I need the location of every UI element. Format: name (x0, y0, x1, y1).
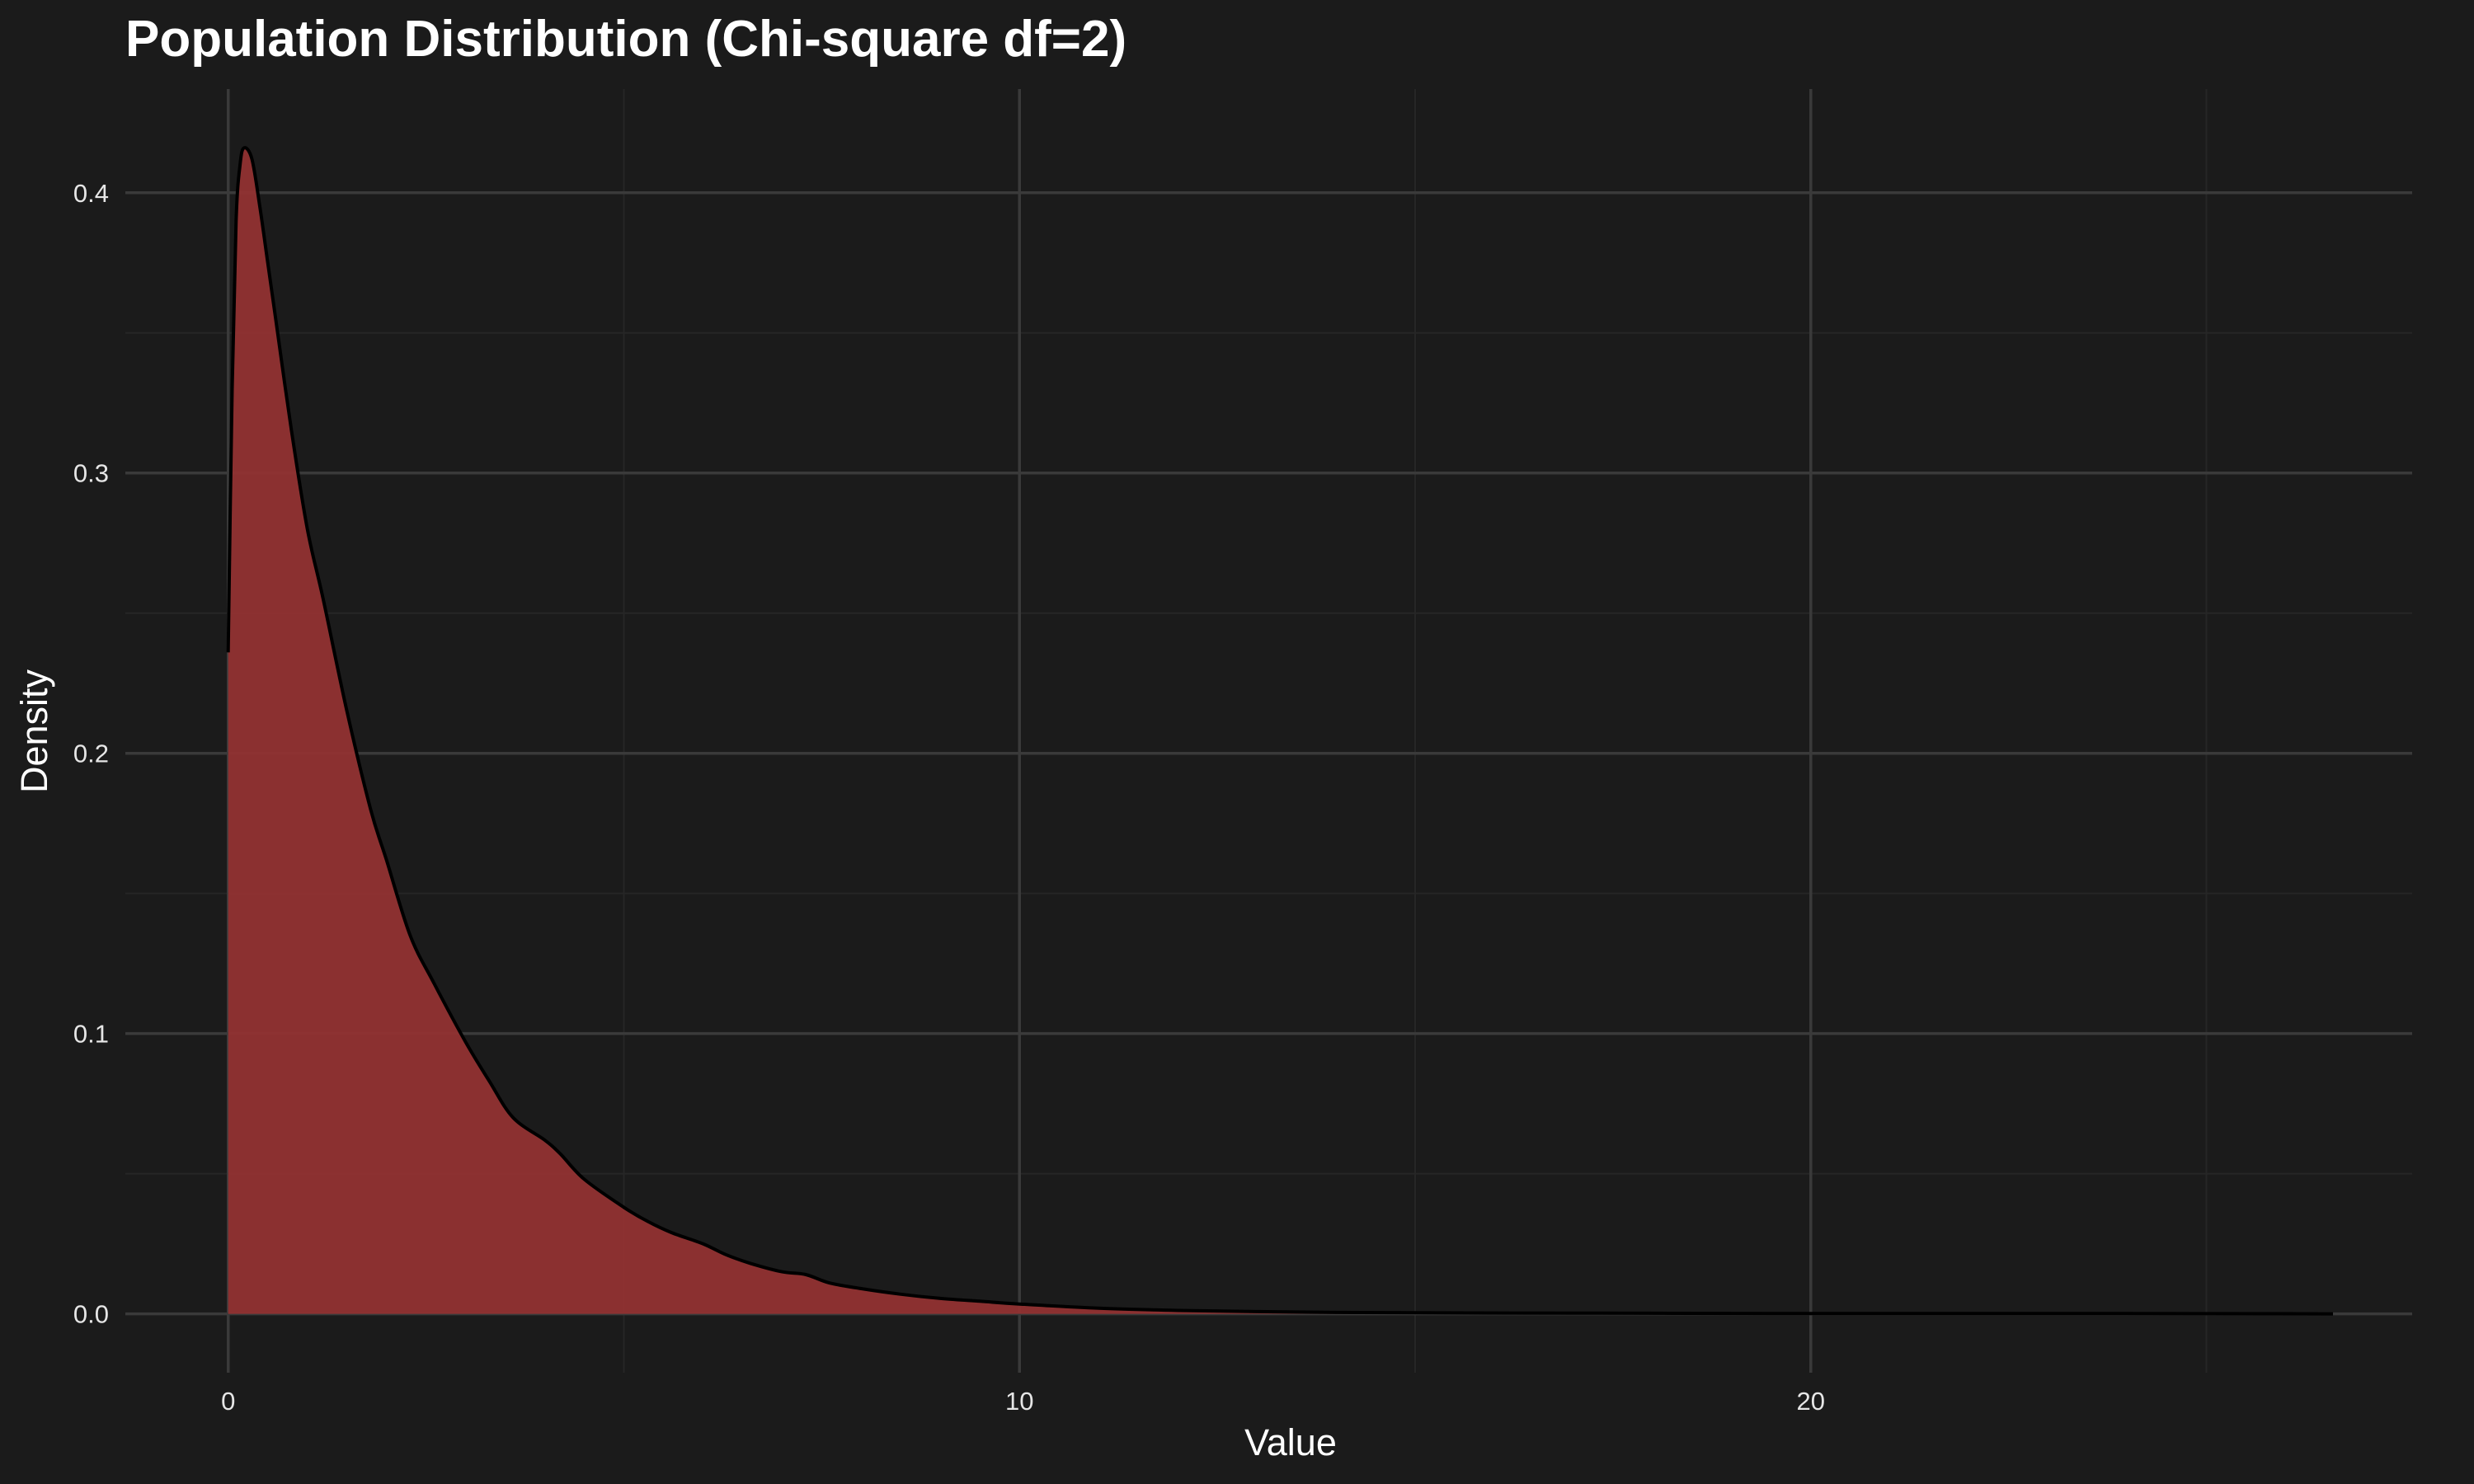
grid (125, 89, 2412, 1373)
y-axis-title: Density (13, 669, 55, 793)
x-axis-title: Value (1244, 1421, 1337, 1463)
y-tick-label: 0.2 (73, 740, 109, 768)
y-tick-label: 0.3 (73, 459, 109, 488)
x-axis-ticks: 0 10 20 (221, 1387, 1825, 1416)
x-tick-label: 0 (221, 1387, 235, 1416)
chart-title: Population Distribution (Chi-square df=2… (125, 11, 1126, 68)
density-area (228, 148, 2334, 1314)
density-line (226, 146, 2334, 1316)
x-tick-label: 20 (1797, 1387, 1825, 1416)
y-tick-label: 0.1 (73, 1020, 109, 1049)
y-tick-label: 0.0 (73, 1300, 109, 1329)
y-tick-label: 0.4 (73, 179, 109, 208)
y-axis-ticks: 0.0 0.1 0.2 0.3 0.4 (73, 179, 109, 1329)
x-tick-label: 10 (1005, 1387, 1033, 1416)
